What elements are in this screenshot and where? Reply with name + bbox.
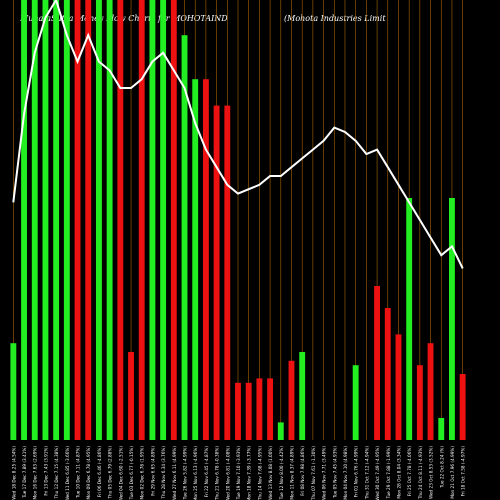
x-tick-label: Mon 09 Dec 6.78 (4.95%) — [86, 446, 91, 500]
x-tick-label: Fri 06 Dec 6.46 (-4.86%) — [97, 446, 102, 498]
bar-up — [406, 198, 413, 440]
x-tick-label: Thu 21 Nov 6.78 (-0.38%) — [215, 446, 220, 500]
x-tick-label: Mon 11 Nov 8.37 (4.89%) — [289, 446, 294, 500]
bar-down — [267, 378, 274, 440]
x-tick-label: Fri 29 Nov 6.65 (4.89%) — [150, 446, 155, 496]
x-tick-label: Thu 14 Nov 7.68 (-4.95%) — [257, 446, 262, 500]
x-tick-label: Fri 18 Oct 7.58 (-4.97%) — [461, 446, 466, 497]
bar-up — [181, 35, 188, 440]
x-tick-label: Wed 27 Nov 6.11 (4.99%) — [172, 446, 177, 500]
bar-down — [288, 360, 295, 440]
bar-down — [416, 365, 423, 440]
bar-down — [224, 105, 231, 440]
bar-up — [438, 418, 445, 440]
x-tick-label: Fri 22 Nov 6.45 (-4.87%) — [204, 446, 209, 498]
x-tick-label: Fri 13 Dec 7.43 (3.91%) — [43, 446, 48, 496]
x-tick-label: Tue 26 Nov 5.82 (-4.99%) — [183, 446, 188, 500]
x-tick-label: Thu 24 Oct 8.11 (-4.93%) — [418, 446, 423, 500]
x-tick-label: Wed 13 Nov 8.08 (1.00%) — [268, 446, 273, 500]
bar-up — [10, 343, 17, 440]
bar-up — [21, 0, 27, 440]
x-tick-label: Wed 30 Oct 7.49 (-4.95%) — [375, 446, 380, 500]
bar-up — [149, 0, 156, 440]
bar-up — [31, 0, 38, 440]
x-tick-label: Thu 31 Oct 7.12 (-4.94%) — [364, 446, 369, 500]
chart-title-left: MunafaSutra Money Flow Charts for MOHOTA… — [20, 14, 228, 23]
x-tick-label: Tue 29 Oct 7.88 (-1.99%) — [386, 446, 391, 500]
bar-down — [74, 0, 81, 440]
x-tick-label: Tue 19 Nov 7.10 (-3.93%) — [236, 446, 241, 500]
bar-down — [384, 308, 391, 440]
x-tick-label: Tue 05 Nov 7.45 (4.93%) — [332, 446, 337, 499]
bar-up — [42, 0, 49, 440]
x-tick-label: Mon 02 Dec 6.78 (1.95%) — [140, 446, 145, 500]
bar-up — [299, 352, 306, 440]
bar-down — [170, 0, 177, 440]
bar-down — [235, 382, 241, 440]
bar-up — [192, 79, 199, 440]
x-tick-label: Fri 01 Nov 6.76 (-4.99%) — [354, 446, 359, 498]
x-tick-label: Tue 22 Oct 8.24 (%) — [439, 446, 444, 489]
bar-down — [117, 0, 124, 440]
bar-down — [213, 105, 220, 440]
x-tick-label: Mon 16 Dec 7.63 (2.69%) — [33, 446, 38, 500]
x-tick-label: Wed 04 Dec 6.60 (-2.51%) — [118, 446, 123, 500]
bar-up — [160, 0, 167, 440]
x-tick-label: Thu 07 Nov 7.61 (-1.30%) — [311, 446, 316, 500]
x-tick-label: Mon 18 Nov 7.39 (-3.77%) — [247, 446, 252, 500]
x-tick-label: Mon 21 Oct 7.96 (4.99%) — [450, 446, 455, 499]
x-tick-label: Wed 06 Nov 7.71 (3.49%) — [322, 446, 327, 500]
x-tick-label: Thu 05 Dec 6.79 (2.88%) — [108, 446, 113, 500]
x-tick-label: Thu 28 Nov 6.34 (3.76%) — [161, 446, 166, 500]
bar-down — [128, 352, 134, 440]
bar-up — [106, 0, 113, 440]
x-tick-label: Tue 17 Dec 7.89 (3.41%) — [22, 446, 27, 499]
bar-down — [245, 382, 252, 440]
bar-up — [63, 0, 70, 440]
bar-down — [85, 0, 92, 440]
bar-down — [202, 79, 209, 440]
x-tick-label: Fri 08 Nov 7.98 (4.86%) — [300, 446, 305, 496]
bar-down — [427, 343, 434, 440]
x-tick-label: Wed 18 Dec 8.25 (4.54%) — [11, 446, 16, 500]
x-tick-label: Wed 11 Dec 6.85 (-3.66%) — [65, 446, 70, 500]
x-tick-label: Wed 20 Nov 6.81 (-4.08%) — [225, 446, 230, 500]
x-tick-label: Thu 12 Dec 7.15 (4.38%) — [54, 446, 59, 500]
x-tick-label: Wed 23 Oct 8.53 (3.52%) — [429, 446, 434, 499]
x-tick-label: Tue 03 Dec 6.77 (-0.15%) — [129, 446, 134, 500]
x-tick-label: Tue 10 Dec 7.11 (4.87%) — [76, 446, 81, 499]
x-tick-label: Tue 12 Nov 8.00 (-4.42%) — [279, 446, 284, 500]
x-tick-label: Mon 04 Nov 7.10 (4.98%) — [343, 446, 348, 500]
bar-down — [459, 374, 466, 440]
bar-down — [374, 286, 381, 440]
chart-title-right: (Mohota Industries Limit — [284, 14, 386, 23]
price-line — [12, 0, 464, 269]
bar-down — [395, 334, 402, 440]
x-tick-label: Mon 28 Oct 8.04 (3.34%) — [396, 446, 401, 499]
x-tick-label: Fri 25 Oct 7.78 (-4.06%) — [407, 446, 412, 497]
bar-down — [256, 378, 263, 440]
bar-up — [53, 0, 60, 440]
bar-up — [449, 198, 455, 440]
bar-up — [95, 0, 102, 440]
bar-up — [277, 422, 284, 440]
x-tick-label: Mon 25 Nov 6.13 (-4.96%) — [193, 446, 198, 500]
bar-up — [352, 365, 359, 440]
bar-down — [138, 0, 145, 440]
